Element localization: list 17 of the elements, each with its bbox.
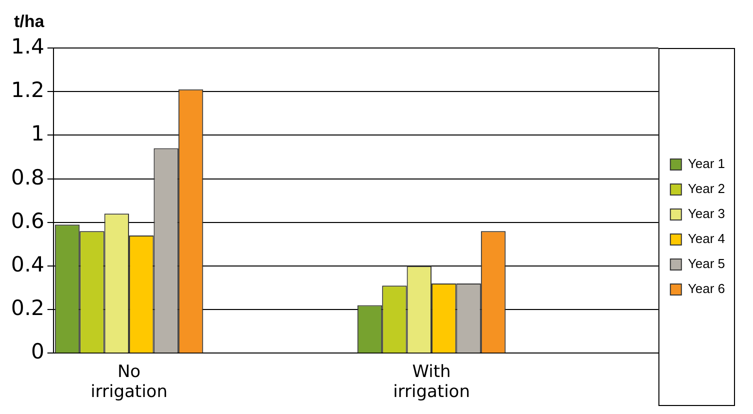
y-tick-label: 0.6 [10, 208, 44, 233]
y-tick-label: 0.2 [10, 296, 44, 320]
y-tick-label: 0 [31, 340, 44, 364]
x-tick-label: No irrigation [90, 362, 168, 402]
legend-label: Year 3 [688, 206, 725, 222]
y-axis-title: t/ha [14, 12, 45, 32]
y-tick-label: 0.4 [10, 252, 44, 276]
y-tick-label: 1.2 [10, 78, 44, 102]
y-tick-label: 1.4 [10, 34, 44, 58]
legend-label: Year 4 [688, 231, 725, 246]
legend-label: Year 1 [688, 156, 725, 172]
legend-label: Year 6 [688, 281, 725, 296]
y-tick-label: 0.8 [10, 165, 44, 190]
y-tick-label: 1 [31, 122, 44, 146]
legend-label: Year 2 [688, 181, 725, 196]
x-tick-label: With irrigation [393, 362, 470, 402]
legend-label: Year 5 [688, 256, 725, 272]
